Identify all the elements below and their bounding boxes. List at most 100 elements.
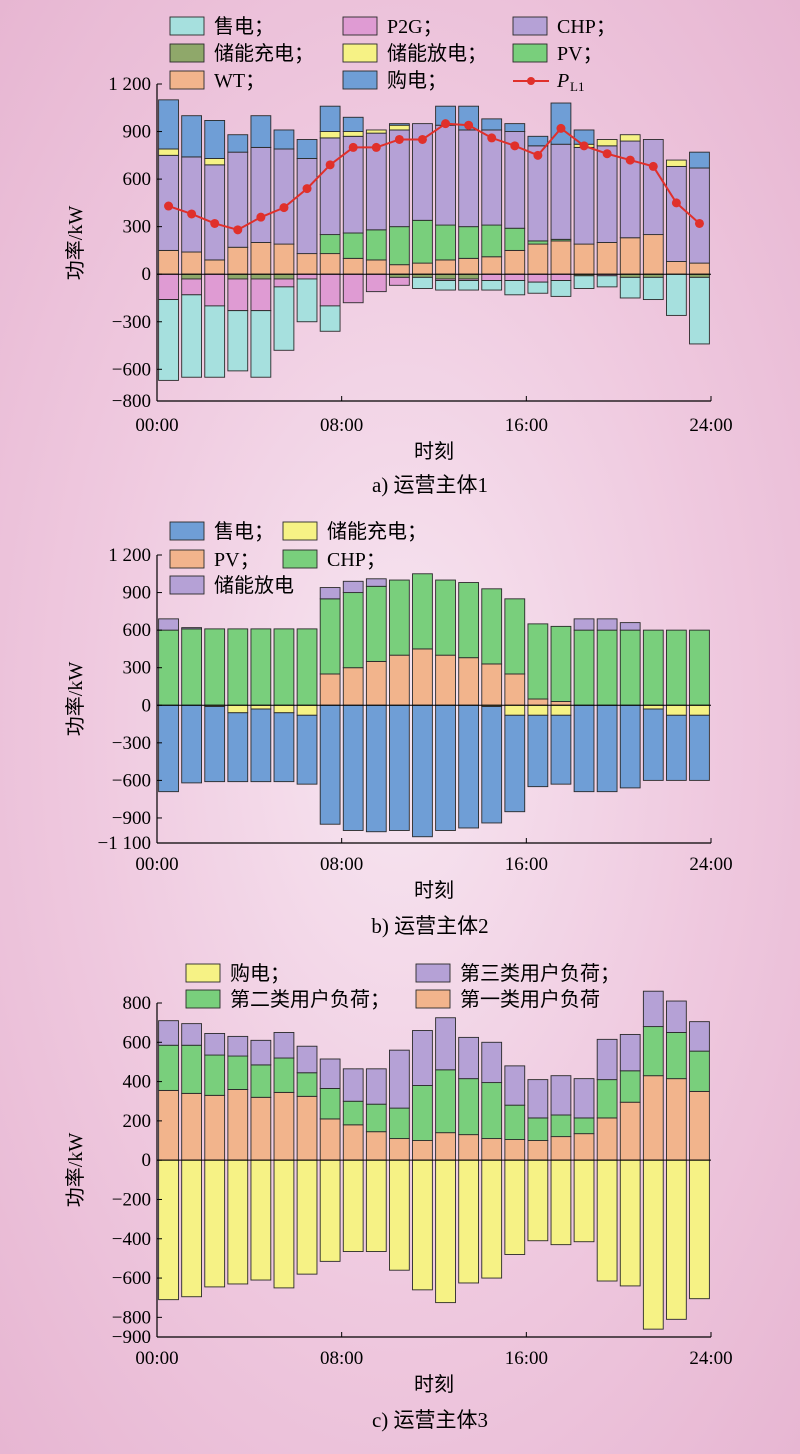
bar-segment (458, 226, 480, 259)
bar-segment (319, 673, 341, 706)
bar-segment (181, 627, 202, 630)
bar-segment (342, 131, 364, 137)
y-tick-label: −800 (112, 391, 151, 412)
bar-segment (250, 146, 272, 243)
bar-segment (412, 276, 433, 289)
chart-caption: c) 运营主体3 (372, 1408, 488, 1432)
legend-label-pl1: P (556, 70, 569, 92)
bar-segment (319, 131, 341, 139)
legend-label-pl1-sub: L1 (570, 79, 584, 94)
bar-segment (689, 262, 710, 275)
pl1-point (233, 225, 243, 235)
pl1-point (510, 141, 520, 151)
x-axis-title: 时刻 (414, 1373, 454, 1396)
bar-segment (389, 579, 410, 656)
bar-segment (504, 598, 526, 675)
bar-segment (365, 273, 387, 293)
legend-label: 售电； (214, 520, 274, 543)
bar-segment (181, 156, 202, 253)
bar-segment (412, 219, 433, 264)
bar-segment (273, 243, 295, 275)
pl1-point (164, 201, 174, 211)
bar-segment (342, 1124, 364, 1161)
bar-segment (273, 273, 295, 280)
bar-segment (250, 115, 272, 148)
bar-segment (435, 1069, 456, 1134)
bar-segment (296, 273, 318, 280)
bar-segment (273, 712, 295, 783)
legend-swatch (342, 43, 378, 63)
bar-segment (666, 714, 687, 781)
bar-segment (296, 1095, 318, 1161)
bar-segment (435, 1017, 456, 1071)
bar-segment (504, 704, 526, 716)
bar-segment (550, 701, 572, 706)
bar-segment (458, 129, 480, 228)
bar-segment (596, 1159, 618, 1282)
bar-segment (319, 1159, 341, 1262)
y-tick-label: 800 (123, 993, 152, 1014)
bar-segment (666, 273, 687, 316)
bar-segment (642, 1026, 664, 1077)
bar-segment (296, 1159, 318, 1275)
bar-segment (527, 1117, 549, 1141)
bar-segment (689, 151, 710, 169)
bar-segment (573, 275, 595, 289)
legend-label: CHP； (327, 549, 386, 571)
y-tick-label: 300 (123, 658, 152, 679)
pl1-point (256, 212, 266, 222)
bar-segment (435, 273, 456, 280)
bar-segment (389, 276, 410, 286)
bar-segment (250, 628, 272, 706)
y-tick-label: −1 100 (98, 833, 151, 854)
legend-swatch (282, 549, 318, 569)
legend-swatch (512, 16, 548, 36)
bar-segment (435, 1132, 456, 1161)
bar-segment (227, 278, 249, 312)
bar-segment (642, 1159, 664, 1330)
legend-label: PV； (214, 549, 260, 571)
bar-segment (481, 129, 503, 226)
pl1-point (602, 149, 612, 159)
bar-segment (204, 628, 226, 706)
bar-segment (550, 1159, 572, 1246)
bar-segment (435, 579, 456, 656)
bar-segment (412, 1140, 433, 1161)
bar-segment (504, 1065, 526, 1106)
y-tick-label: −900 (112, 808, 151, 829)
bar-segment (642, 629, 664, 706)
chart-caption: b) 运营主体2 (371, 914, 488, 938)
bar-segment (550, 1136, 572, 1161)
bar-segment (181, 1023, 202, 1046)
bar-segment (158, 148, 179, 156)
bar-segment (458, 273, 480, 280)
y-tick-label: −600 (112, 1268, 151, 1289)
bar-segment (666, 159, 687, 167)
bar-segment (550, 143, 572, 240)
bar-segment (319, 1118, 341, 1161)
x-axis-title: 时刻 (414, 440, 454, 463)
bar-segment (596, 145, 618, 243)
bar-segment (412, 648, 433, 706)
bar-segment (181, 704, 202, 784)
bar-segment (273, 628, 295, 706)
y-tick-label: 1 200 (108, 545, 151, 566)
bar-segment (365, 1103, 387, 1133)
bar-segment (642, 234, 664, 275)
bar-segment (481, 663, 503, 706)
bar-segment (158, 249, 179, 275)
bar-segment (250, 278, 272, 312)
bar-segment (227, 628, 249, 706)
bar-segment (158, 1089, 179, 1161)
bar-segment (435, 224, 456, 261)
bar-segment (596, 704, 618, 793)
bar-segment (250, 1096, 272, 1161)
bar-segment (296, 1045, 318, 1074)
bar-segment (319, 598, 341, 675)
bar-segment (527, 1140, 549, 1161)
bar-segment (250, 242, 272, 275)
pl1-point (648, 161, 658, 171)
bar-segment (181, 1044, 202, 1094)
bar-segment (550, 102, 572, 145)
y-tick-label: −300 (112, 733, 151, 754)
